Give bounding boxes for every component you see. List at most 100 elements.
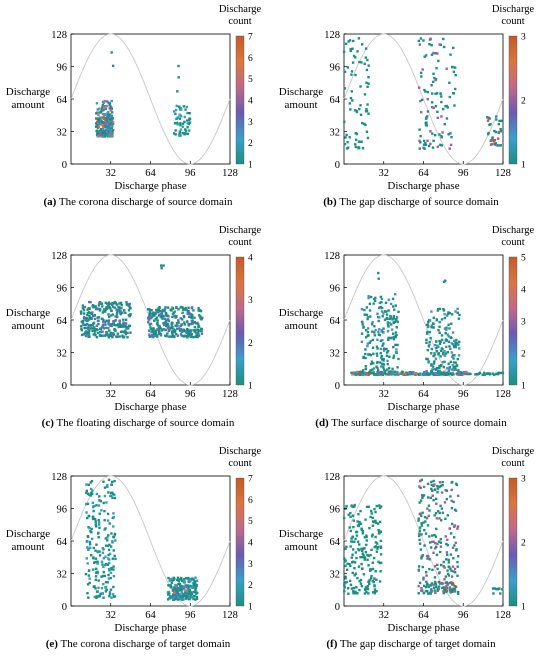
data-point [345,147,349,150]
data-point [108,590,112,594]
data-point [107,567,111,571]
data-point [433,367,436,371]
data-point [425,323,429,327]
data-point [427,585,431,589]
data-point [155,334,158,337]
data-point [422,139,426,143]
data-point [393,370,396,374]
data-point [348,39,352,42]
data-point [366,334,369,338]
data-point [426,330,429,334]
data-point [443,566,446,569]
data-point [354,73,357,77]
data-point [148,310,152,313]
data-point [369,509,373,513]
data-point [486,132,490,136]
data-point [100,326,104,329]
data-point [118,306,121,309]
data-point [174,108,178,112]
data-point [95,543,98,546]
data-point [357,371,361,374]
data-point [111,302,115,305]
data-point [101,106,104,109]
data-point [447,561,451,564]
data-point [375,352,379,355]
colorbar [508,256,518,386]
data-point [101,305,104,308]
y-tick-label: 96 [330,63,341,74]
data-point [166,318,170,321]
data-point [188,592,191,595]
data-point [457,369,460,372]
data-point [105,302,109,305]
data-point [98,550,101,553]
data-point [90,479,94,483]
data-point [171,322,174,325]
data-point [440,338,444,342]
data-point [448,311,451,315]
data-point [442,591,445,595]
data-point [355,592,358,595]
data-point [170,331,174,334]
data-point [441,360,444,364]
data-point [392,356,395,360]
data-point [186,590,189,593]
data-point [395,319,398,322]
data-point [125,322,128,325]
data-point [95,504,98,507]
data-point [388,321,391,325]
data-point [348,136,351,139]
data-point [196,321,199,325]
data-point [122,309,126,312]
data-point [87,596,90,599]
data-point [188,331,192,334]
data-point [430,363,433,366]
caption: (f) The gap discharge of target domain [326,638,496,650]
data-point [80,333,84,337]
data-point [108,329,111,332]
x-tick-label: 96 [185,168,196,179]
colorbar-tick-label: 7 [248,475,253,485]
data-point [456,527,459,530]
data-point [354,537,357,541]
svg-text:amount: amount [12,541,45,553]
data-point [366,584,369,588]
data-point [178,596,182,599]
data-point [96,117,99,120]
data-point [109,134,112,138]
data-point [353,505,356,508]
data-point [449,143,453,147]
data-point [373,299,377,302]
data-point [453,524,457,527]
data-point [344,564,347,568]
data-point [177,578,180,581]
data-point [432,583,436,586]
data-point [417,86,421,89]
data-point [360,562,363,566]
data-point [346,587,350,590]
data-point [108,103,111,107]
data-point [177,76,180,79]
data-point [421,565,424,569]
data-point [392,315,396,318]
data-point [357,523,361,526]
data-point [359,582,363,585]
data-point [355,110,359,114]
data-point [93,332,96,336]
data-point [443,354,447,357]
data-point [438,43,441,46]
data-point [182,328,185,331]
data-point [80,328,84,332]
data-point [166,332,169,335]
data-point [95,336,99,339]
x-tick-label: 96 [458,610,469,621]
data-point [436,145,440,148]
data-point [111,335,114,339]
data-point [348,579,352,583]
data-point [451,364,454,367]
scatter-points [342,37,503,150]
data-point [99,116,102,119]
data-point [98,117,101,121]
data-point [445,67,448,70]
data-point [189,580,192,583]
